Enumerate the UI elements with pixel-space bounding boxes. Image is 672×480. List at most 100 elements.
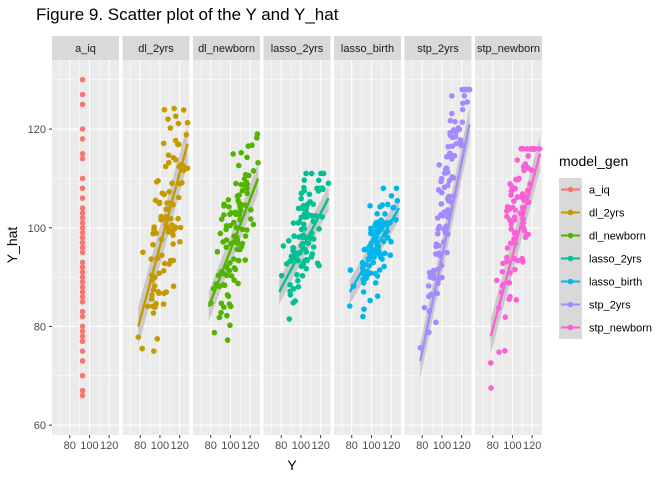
facet-panel-dl_newborn: dl_newborn [193,36,261,435]
data-point [433,243,439,250]
data-point [218,216,225,222]
data-point [368,225,374,232]
data-point [295,220,302,226]
data-point [367,270,374,276]
data-point [79,269,86,275]
regression-line [137,143,189,327]
data-point [165,116,171,122]
data-point [445,197,452,204]
data-point [231,277,237,283]
data-point [360,313,366,320]
legend-key-lasso_birth: lasso_birth [559,270,642,293]
data-point [310,244,317,250]
data-point [79,220,86,226]
data-point [79,224,86,231]
data-point [161,191,167,198]
data-point [460,86,467,93]
y-tick-label: 100 [28,223,46,235]
data-point [231,256,237,262]
data-point [180,167,187,174]
x-axes: 80 100 120 80 100 120 80 100 120 80 100 120 80 100 120… [64,435,541,452]
data-point [374,293,381,299]
data-point [175,194,182,201]
data-point [372,237,379,244]
data-point [523,232,529,239]
x-tick-label: 120 [452,440,470,452]
data-point [244,154,250,161]
data-point [237,246,243,253]
facet-strip-label: dl_newborn [198,43,255,55]
data-point [295,283,302,290]
data-point [377,203,383,210]
data-point [514,194,521,200]
data-point [291,233,297,239]
data-point [300,260,306,267]
x-axis-stp_newborn: 80 100 120 [487,435,541,452]
data-point [382,219,389,226]
data-point [218,309,224,316]
data-point [149,296,155,303]
data-point [79,289,86,295]
data-point [513,177,520,183]
data-point [79,264,86,271]
data-point [160,301,167,307]
data-point [79,333,86,340]
facet-strip [52,36,119,60]
data-point [453,140,460,147]
data-point [531,146,537,152]
data-point [151,224,157,230]
data-point [280,243,287,249]
x-axis-a_iq: 80 100 120 [64,435,118,452]
y-tick-label: 80 [34,321,46,333]
data-point [152,274,158,281]
legend-key-point [567,255,574,262]
data-point [368,240,374,247]
data-point [496,349,502,355]
data-point [170,257,177,264]
facet-strip [404,36,472,60]
data-point [79,195,86,201]
data-point [502,348,508,354]
data-point [79,308,86,315]
data-point [303,170,309,177]
data-point [250,221,257,228]
data-point [458,140,464,146]
data-point [235,197,241,204]
data-point [153,300,159,307]
data-point [177,224,184,231]
data-point [214,248,221,255]
data-point [170,154,177,161]
facet-strip-label: stp_2yrs [417,43,459,55]
data-point [287,281,293,288]
data-point [295,277,301,284]
data-point [79,76,86,83]
data-point [488,385,494,391]
data-point [456,126,463,133]
data-point [164,200,170,206]
data-point [382,250,388,257]
data-point [513,297,520,303]
data-point [79,155,86,162]
data-point [79,215,86,221]
data-point [464,99,471,105]
y-axis: 60 80 100 120 [28,124,52,432]
regression-line [489,153,542,337]
data-point [235,280,241,287]
x-tick-label: 100 [80,440,98,452]
legend-label: stp_newborn [589,323,652,335]
data-point [511,235,517,242]
data-point [347,267,354,273]
data-point [239,226,246,233]
data-point [248,207,254,213]
data-point [436,162,443,168]
data-point [316,226,322,232]
data-point [149,292,155,298]
data-point [175,215,181,222]
data-point [303,249,310,255]
legend: model_gen a_iq dl_2yrs dl_newborn lasso_2yr… [559,153,652,339]
data-point [494,277,500,284]
data-point [183,131,190,138]
legend-key-point [567,232,574,239]
data-point [283,261,290,267]
data-point [79,298,86,305]
